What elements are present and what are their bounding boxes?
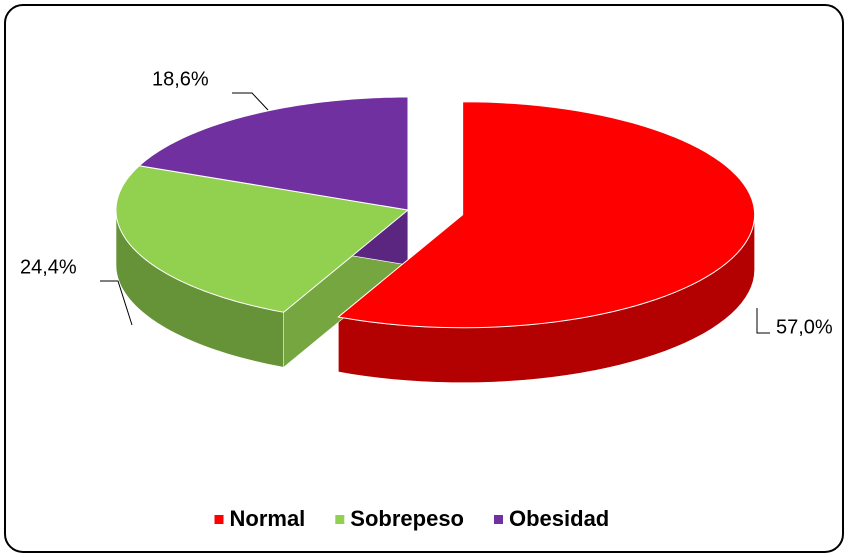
data-label: 57,0%	[776, 316, 833, 338]
legend-label: Obesidad	[509, 506, 609, 531]
legend: Normal Sobrepeso Obesidad	[214, 506, 609, 531]
label-leader	[100, 280, 133, 326]
pie-slice	[337, 101, 756, 329]
legend-swatch	[214, 515, 224, 524]
legend-label: Sobrepeso	[350, 506, 464, 531]
pie-slice	[115, 165, 410, 313]
data-label: 24,4%	[20, 256, 77, 278]
legend-swatch	[335, 515, 345, 524]
pie-tops	[115, 96, 756, 329]
pie-slice	[138, 96, 409, 211]
legend-swatch	[494, 515, 503, 524]
legend-label: Normal	[230, 506, 306, 531]
label-leader	[756, 308, 770, 334]
label-leader	[232, 92, 269, 111]
data-label: 18,6%	[152, 68, 209, 90]
